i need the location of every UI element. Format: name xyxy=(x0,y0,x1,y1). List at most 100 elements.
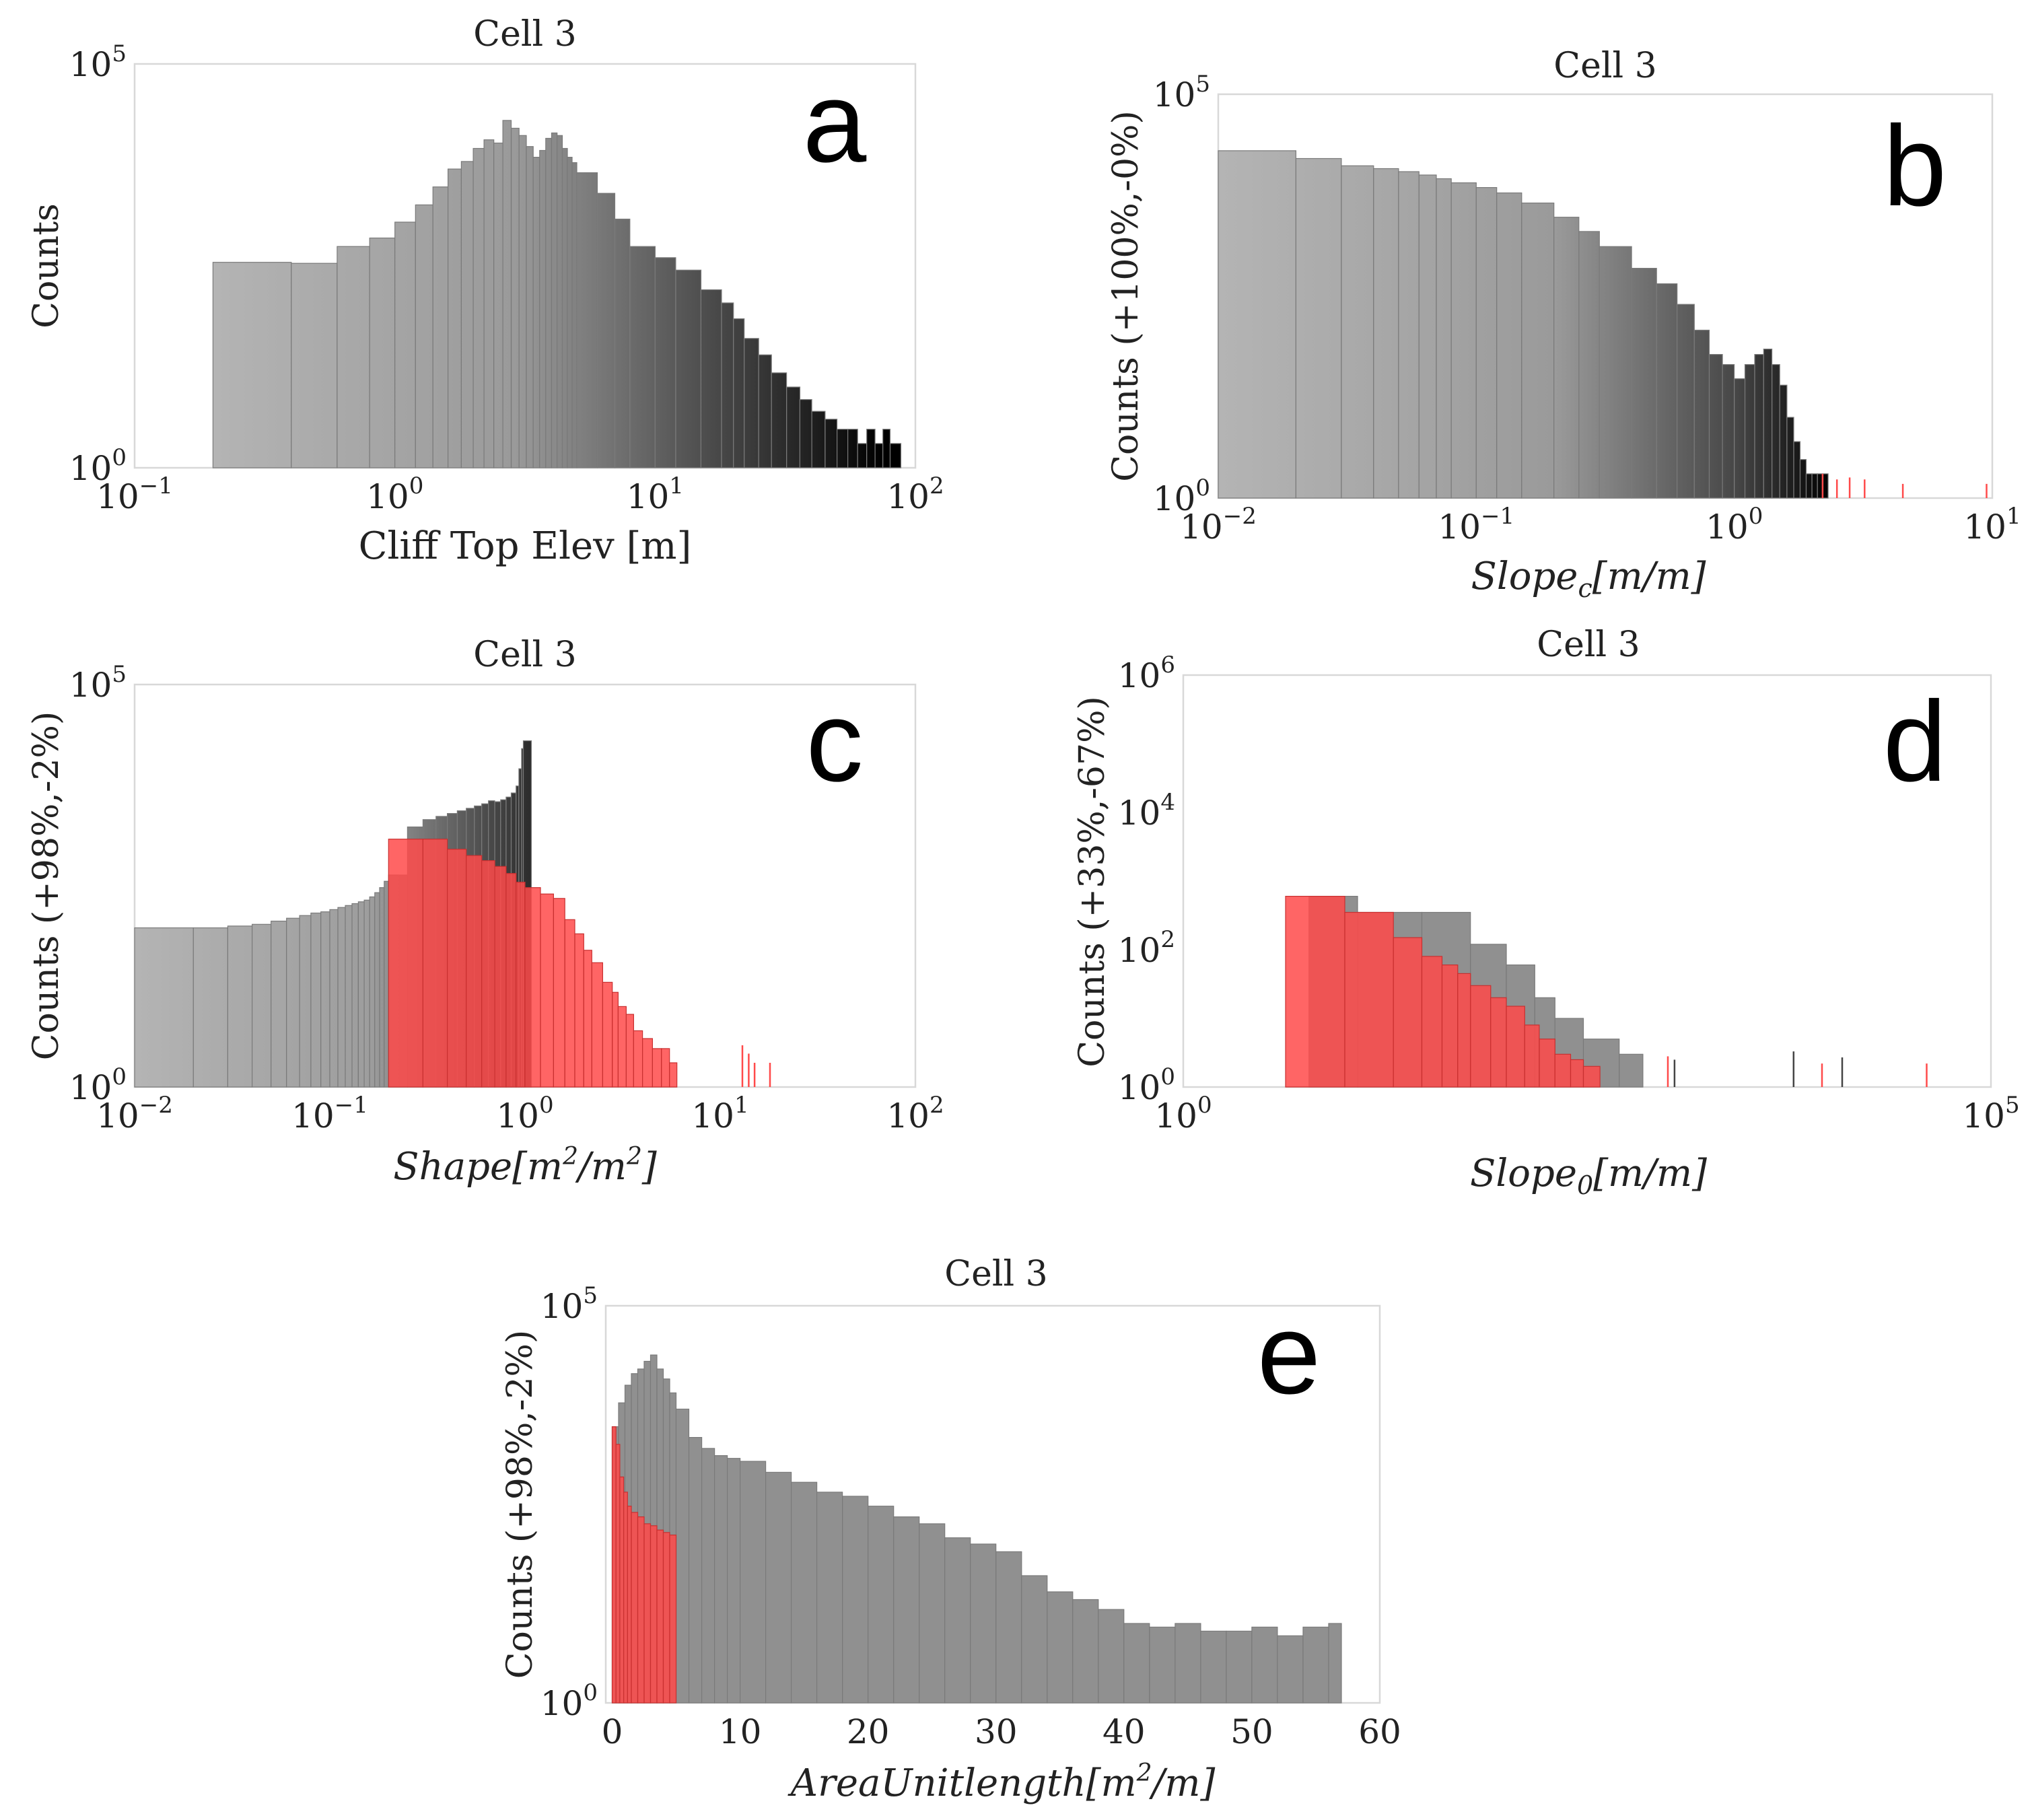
bar-all-44 xyxy=(874,443,884,468)
bar-all-34 xyxy=(758,354,772,468)
bar-all-46 xyxy=(889,443,902,468)
bar-red-6 xyxy=(637,1516,645,1704)
bar-red-2 xyxy=(1393,937,1423,1088)
bar-gray-23 xyxy=(944,1537,971,1704)
histogram-bars xyxy=(1285,895,1928,1088)
x-tick-labels: 10−1 100 101 102 xyxy=(96,473,944,516)
bar-red-5 xyxy=(494,866,507,1088)
bar-gray-11 xyxy=(345,905,353,1088)
panel-a: Cell 3 a Counts Cliff Top Elev [m] 10−1 1… xyxy=(26,14,944,568)
x-axis-label: AreaUnitlength[m2/m] xyxy=(787,1759,1216,1805)
bar-gray-33 xyxy=(1200,1630,1227,1704)
bar-gray-32 xyxy=(1175,1623,1201,1704)
histogram-bars xyxy=(1218,150,1988,499)
bar-all-20 xyxy=(557,135,563,468)
x-tick-labels: 100 105 xyxy=(1154,1092,2019,1135)
histogram-bars xyxy=(212,120,902,468)
bar-all-26 xyxy=(614,218,631,468)
bar-all-5 xyxy=(1418,174,1437,499)
bar-all-41 xyxy=(847,429,858,468)
bar-red-2 xyxy=(446,849,467,1088)
panel-label: d xyxy=(1883,678,1947,806)
bar-gray-14 xyxy=(363,899,370,1088)
bar-all-29 xyxy=(1805,473,1813,499)
bar-all-30 xyxy=(700,289,722,468)
bar-gray-19 xyxy=(842,1496,869,1704)
bar-all-25 xyxy=(1779,384,1788,499)
bar-all-11 xyxy=(1553,217,1580,499)
bar-gray-26 xyxy=(1021,1575,1048,1704)
x-tick-label-0: 0 xyxy=(602,1712,623,1751)
x-tick-label-0: 10−2 xyxy=(1180,503,1257,547)
bar-all-0 xyxy=(212,262,292,468)
y-tick-labels: 100 105 xyxy=(1153,71,1210,518)
bar-gray-34 xyxy=(1226,1630,1253,1704)
bar-gray-28 xyxy=(1072,1599,1099,1704)
bar-all-12 xyxy=(1578,231,1600,499)
bar-all-20 xyxy=(1734,378,1746,499)
bar-all-12 xyxy=(502,120,512,468)
bar-gray-1 xyxy=(192,927,228,1088)
bar-red-13 xyxy=(583,950,592,1088)
bar-all-14 xyxy=(518,135,527,468)
bar-red-3 xyxy=(1421,956,1443,1088)
x-tick-label-0: 10−1 xyxy=(96,473,173,516)
panel-label: a xyxy=(803,59,867,186)
bar-all-26 xyxy=(1786,417,1794,499)
y-tick-label-0: 100 xyxy=(1118,1063,1175,1107)
bar-gray-6 xyxy=(299,915,312,1088)
bar-gray-25 xyxy=(995,1551,1022,1704)
bar-all-5 xyxy=(415,204,433,468)
bar-all-27 xyxy=(1793,441,1801,499)
x-tick-label-1: 10−1 xyxy=(291,1092,368,1135)
bar-red-10 xyxy=(662,1532,670,1704)
bar-all-39 xyxy=(825,419,838,468)
bar-all-24 xyxy=(576,172,598,468)
x-axis-label: Slope0[m/m] xyxy=(1470,1152,1707,1200)
bar-red-7 xyxy=(643,1523,652,1704)
panel-label: c xyxy=(806,678,864,806)
bar-gray-22 xyxy=(919,1523,946,1704)
bar-all-18 xyxy=(545,137,552,468)
bar-gray-5 xyxy=(286,917,300,1088)
bar-red-18 xyxy=(625,1014,635,1088)
bar-red-6 xyxy=(505,873,517,1088)
bar-gray-8 xyxy=(1619,1053,1644,1088)
bar-red-9 xyxy=(1524,1024,1540,1088)
bar-all-17 xyxy=(1693,329,1710,499)
x-tick-labels: 0 10 20 30 40 50 60 xyxy=(602,1712,1401,1751)
bar-gray-18 xyxy=(384,880,389,1088)
y-axis-label: Counts (+98%,-2%) xyxy=(500,1330,540,1679)
y-tick-label-2: 104 xyxy=(1118,789,1175,833)
bar-all-9 xyxy=(1496,193,1522,499)
bar-gray-2 xyxy=(227,925,253,1088)
chart-title: Cell 3 xyxy=(944,1254,1047,1294)
bar-red-8 xyxy=(650,1525,658,1704)
bar-gray-16 xyxy=(765,1471,792,1704)
bar-gray-13 xyxy=(357,901,365,1088)
bar-red-8 xyxy=(1506,1006,1525,1088)
bar-all-22 xyxy=(567,157,573,468)
x-tick-label-2: 101 xyxy=(627,473,684,516)
bar-red-0 xyxy=(388,839,423,1088)
bar-all-27 xyxy=(629,246,656,468)
bar-all-8 xyxy=(1475,187,1498,499)
bar-all-30 xyxy=(1811,473,1818,499)
bar-all-14 xyxy=(1631,268,1657,499)
chart-title: Cell 3 xyxy=(473,14,576,55)
bar-gray-7 xyxy=(310,912,322,1088)
bar-all-18 xyxy=(1708,353,1723,499)
bar-all-4 xyxy=(394,221,416,468)
y-tick-label-1: 105 xyxy=(540,1282,598,1326)
bar-red-0 xyxy=(1285,895,1345,1088)
y-tick-label-0: 100 xyxy=(69,444,127,488)
bar-red-1 xyxy=(1344,911,1394,1088)
x-tick-label-0: 100 xyxy=(1154,1092,1212,1135)
bar-red-22 xyxy=(661,1048,670,1088)
bar-all-10 xyxy=(1521,203,1555,499)
y-axis-label: Counts xyxy=(26,203,67,328)
bar-all-25 xyxy=(596,193,616,468)
bar-all-19 xyxy=(551,132,558,468)
bar-all-43 xyxy=(866,429,876,468)
bar-gray-21 xyxy=(893,1516,920,1704)
